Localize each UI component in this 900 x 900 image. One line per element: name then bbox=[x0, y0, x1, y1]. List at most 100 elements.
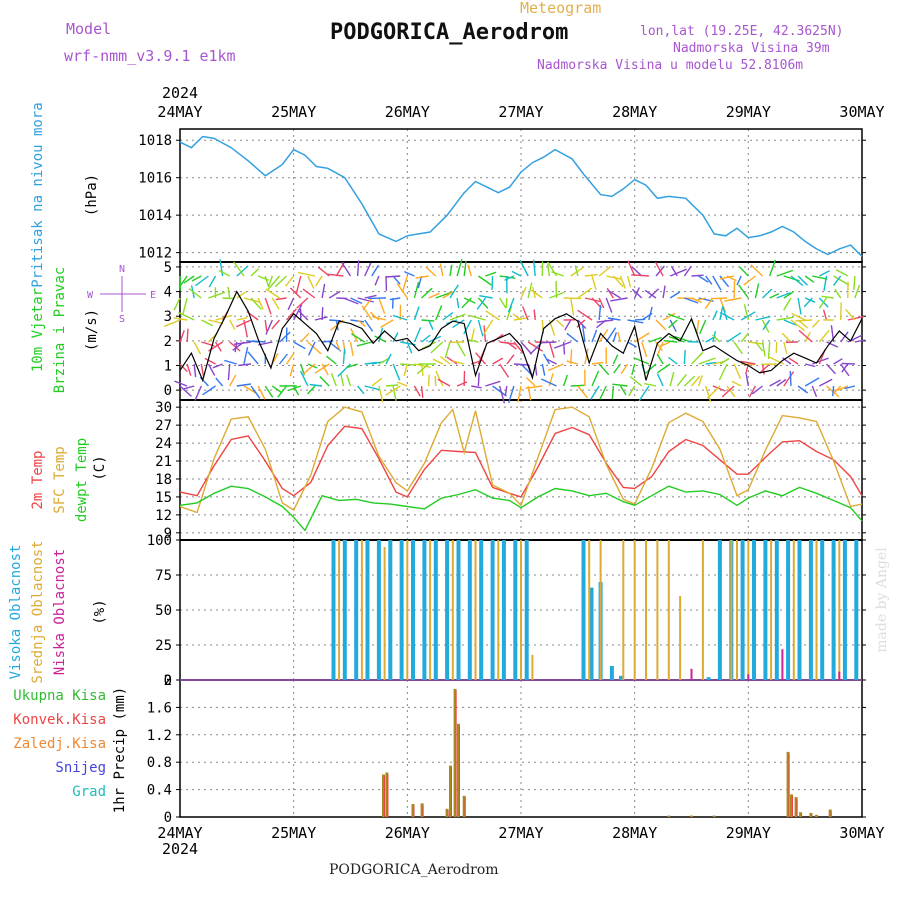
precip-bar bbox=[445, 808, 449, 817]
wind-arrow bbox=[719, 275, 735, 280]
wind-arrow bbox=[638, 385, 650, 402]
wind-arrow bbox=[401, 275, 409, 293]
wind-arrow bbox=[482, 319, 494, 336]
y-tick-label: 0.8 bbox=[147, 755, 172, 771]
wind-arrow bbox=[527, 282, 533, 299]
wind-arrow bbox=[342, 348, 346, 365]
wind-arrow bbox=[404, 270, 415, 277]
wind-arrow bbox=[257, 275, 269, 281]
wind-arrow bbox=[428, 319, 434, 330]
wind-arrow bbox=[364, 294, 377, 299]
wind-arrow bbox=[430, 341, 444, 354]
precip-legend-1: Ukupna Kisa bbox=[13, 688, 106, 704]
wind-arrow bbox=[783, 319, 797, 326]
wind-arrow bbox=[229, 341, 241, 352]
wind-arrow bbox=[584, 348, 589, 365]
wind-arrow bbox=[207, 363, 216, 376]
wind-arrow bbox=[612, 383, 628, 387]
wind-arrow bbox=[417, 275, 423, 289]
wind-arrow bbox=[598, 363, 610, 376]
wind-arrow bbox=[733, 341, 743, 355]
wind-arrow bbox=[656, 373, 664, 387]
wind-arrow bbox=[695, 297, 706, 302]
wind-arrow bbox=[577, 319, 587, 329]
wind-arrow bbox=[385, 275, 401, 278]
precip-bar bbox=[815, 814, 818, 817]
lonlat: lon,lat (19.25E, 42.3625N) bbox=[640, 24, 844, 39]
precip-bar-conv bbox=[796, 799, 798, 817]
wind-arrow bbox=[648, 306, 653, 321]
wind-arrow bbox=[783, 291, 794, 299]
cloud-bar-1 bbox=[706, 677, 711, 680]
wind-arrow bbox=[182, 297, 188, 316]
wind-arrow bbox=[740, 360, 756, 365]
cloud-bar-1 bbox=[752, 540, 756, 680]
wind-arrow bbox=[669, 268, 687, 277]
wind-arrow bbox=[854, 284, 861, 299]
wind-arrow bbox=[738, 266, 749, 277]
wind-arrow bbox=[314, 316, 328, 321]
wind-arrow bbox=[236, 291, 246, 299]
wind-arrow bbox=[745, 374, 750, 387]
wind-arrow bbox=[420, 385, 424, 398]
wind-arrow bbox=[711, 334, 721, 343]
wind-arrow bbox=[520, 286, 527, 299]
wind-arrow bbox=[289, 363, 295, 377]
wind-arrow bbox=[783, 297, 792, 311]
wind-arrow bbox=[504, 385, 508, 397]
precip-legend-3: Zaledj.Kisa bbox=[13, 736, 106, 752]
wind-arrow bbox=[208, 319, 224, 325]
wind-arrow bbox=[392, 363, 401, 381]
wind-arrow bbox=[499, 363, 510, 378]
wind-arrow bbox=[307, 341, 316, 356]
wind-arrow bbox=[173, 297, 181, 311]
wind-arrow bbox=[631, 266, 643, 277]
wind-arrow bbox=[834, 288, 842, 299]
precip-bar bbox=[667, 815, 671, 817]
wind-arrow bbox=[790, 275, 804, 287]
wind-arrow bbox=[629, 375, 643, 387]
wind-arrow bbox=[504, 275, 515, 281]
wind-arrow bbox=[776, 378, 787, 387]
wind-arrow bbox=[607, 317, 621, 321]
wind-arrow bbox=[507, 297, 515, 313]
wind-arrow bbox=[769, 293, 780, 299]
precip-bar bbox=[712, 815, 716, 817]
x-tick-bottom: 26MAY bbox=[385, 824, 430, 842]
ylabel-cloud-unit: (%) bbox=[92, 599, 108, 624]
wind-arrow bbox=[444, 341, 451, 359]
wind-arrow bbox=[819, 270, 831, 277]
wind-arrow bbox=[845, 308, 856, 321]
wind-arrow bbox=[562, 374, 568, 387]
wind-arrow bbox=[566, 332, 579, 343]
wind-arrow bbox=[721, 305, 728, 321]
precip-bar-conv bbox=[455, 690, 457, 817]
year-bottom: 2024 bbox=[162, 840, 198, 858]
wind-arrow bbox=[819, 378, 833, 387]
wind-arrow bbox=[738, 284, 749, 299]
cloud-bar-3 bbox=[690, 668, 693, 680]
wind-arrow bbox=[754, 283, 760, 299]
ylabel-sfc: SFC Temp bbox=[52, 446, 68, 513]
wind-arrow bbox=[372, 316, 387, 321]
wind-arrow bbox=[788, 357, 799, 365]
wind-arrow bbox=[351, 333, 366, 343]
cloud-bar-1 bbox=[365, 540, 370, 680]
wind-arrow bbox=[548, 373, 554, 387]
wind-arrow bbox=[179, 385, 192, 397]
precip-bar-conv bbox=[811, 814, 813, 817]
wind-arrow bbox=[298, 310, 309, 321]
compass-s: S bbox=[119, 314, 125, 325]
wind-arrow bbox=[570, 384, 585, 387]
wind-arrow bbox=[346, 374, 352, 387]
precip-bar bbox=[786, 751, 790, 817]
wind-arrow bbox=[194, 385, 202, 401]
cloud-bar-1 bbox=[786, 540, 791, 680]
ylabel-t2m: 2m Temp bbox=[30, 450, 46, 509]
wind-arrow bbox=[224, 359, 238, 365]
wind-arrow bbox=[434, 375, 437, 387]
wind-arrow bbox=[798, 329, 813, 343]
wind-arrow bbox=[525, 385, 543, 389]
precip-bar-conv bbox=[413, 806, 415, 817]
wind-arrow bbox=[477, 319, 484, 337]
